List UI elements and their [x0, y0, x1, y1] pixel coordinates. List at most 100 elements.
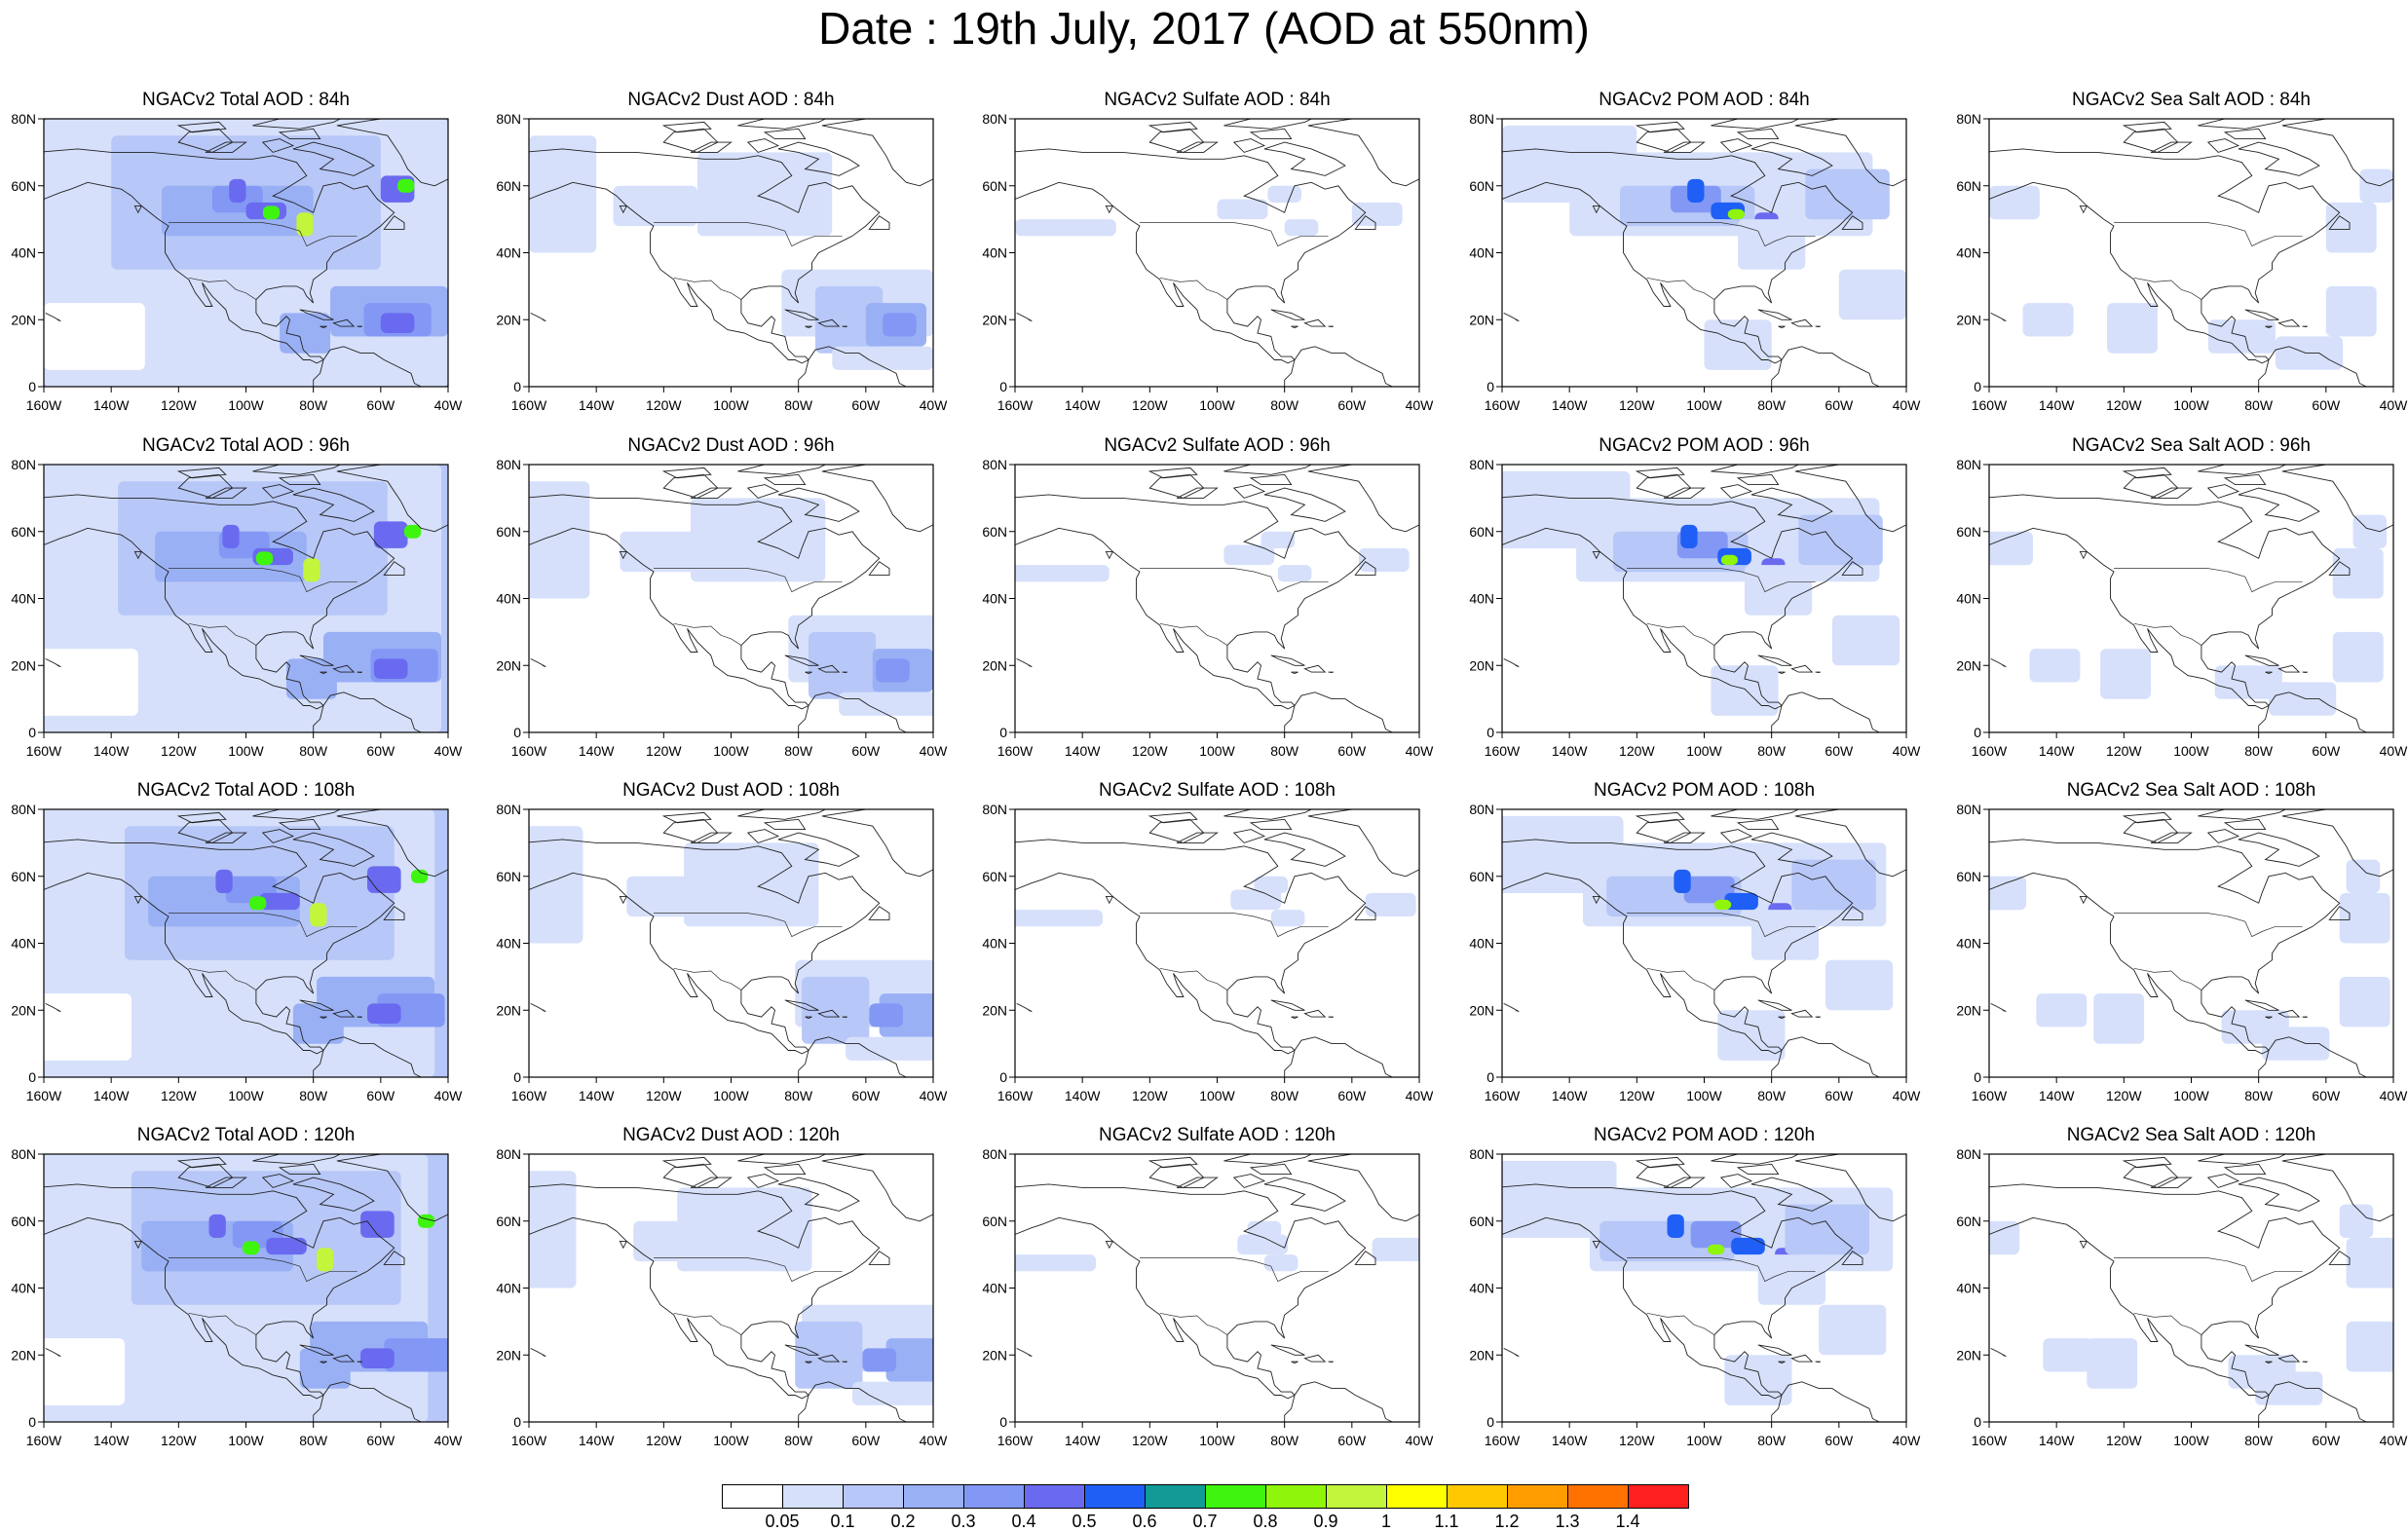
lon-tick-label: 60W [1337, 1433, 1367, 1448]
lon-tick-label: 120W [2106, 743, 2142, 759]
aod-patch [256, 551, 273, 565]
aod-patch [397, 179, 414, 193]
lon-tick-label: 140W [94, 397, 130, 413]
aod-field [1962, 465, 2393, 735]
aod-patch [1015, 219, 1116, 236]
aod-patch [1819, 1305, 1886, 1356]
lon-tick-label: 60W [1825, 743, 1854, 759]
lon-tick-label: 40W [434, 1088, 464, 1103]
lon-tick-label: 100W [713, 1433, 749, 1448]
colorbar-label: 1.4 [1599, 1512, 1657, 1532]
lon-tick-label: 120W [2106, 1088, 2142, 1103]
lon-tick-label: 160W [511, 397, 547, 413]
aod-field [1475, 809, 1906, 1080]
lon-tick-label: 140W [94, 743, 130, 759]
lon-tick-label: 60W [851, 743, 881, 759]
lat-tick-label: 80N [982, 457, 1007, 472]
lon-tick-label: 120W [1619, 1433, 1655, 1448]
colorbar-swatch [843, 1484, 904, 1509]
aod-field [988, 809, 1419, 1080]
lat-tick-label: 80N [1956, 1146, 1981, 1162]
lon-tick-label: 40W [2380, 1088, 2408, 1103]
lat-tick-label: 80N [496, 111, 521, 127]
lat-tick-label: 20N [1956, 1347, 1981, 1363]
lat-tick-label: 60N [1956, 1214, 1981, 1229]
aod-patch [1668, 1214, 1684, 1238]
colorbar-label: 0.2 [874, 1512, 932, 1532]
aod-patch [2347, 1322, 2397, 1372]
lon-tick-label: 140W [1552, 397, 1588, 413]
aod-patch [215, 870, 232, 893]
lat-tick-label: 60N [11, 869, 36, 884]
aod-patch [995, 1254, 1096, 1271]
lat-tick-label: 40N [1956, 1281, 1981, 1296]
lat-tick-label: 40N [11, 1281, 36, 1296]
lon-tick-label: 40W [1893, 1433, 1922, 1448]
colorbar-label: 0.3 [934, 1512, 993, 1532]
lon-tick-label: 160W [997, 743, 1034, 759]
colorbar-swatch [722, 1484, 783, 1509]
lat-tick-label: 20N [1956, 657, 1981, 673]
lat-tick-label: 60N [1469, 524, 1494, 540]
aod-patch [2100, 649, 2151, 699]
aod-patch [1982, 532, 2033, 565]
lon-tick-label: 120W [1619, 397, 1655, 413]
colorbar-label: 0.1 [813, 1512, 872, 1532]
aod-field [502, 809, 947, 1080]
lat-tick-label: 20N [11, 312, 36, 327]
aod-patch [266, 1238, 307, 1254]
aod-patch [1791, 860, 1876, 911]
aod-patch [2030, 649, 2081, 682]
aod-patch [286, 658, 337, 698]
aod-field [988, 119, 1419, 390]
aod-patch [876, 658, 910, 682]
lon-tick-label: 120W [1619, 743, 1655, 759]
aod-patch [367, 1003, 401, 1024]
lon-tick-label: 40W [1406, 1433, 1435, 1448]
lat-tick-label: 60N [1469, 869, 1494, 884]
lat-tick-label: 40N [1469, 1281, 1494, 1296]
lat-tick-label: 20N [982, 1347, 1007, 1363]
lon-tick-label: 80W [2244, 1088, 2274, 1103]
aod-patch [883, 313, 917, 336]
lon-tick-label: 40W [2380, 1433, 2408, 1448]
lon-tick-label: 160W [997, 397, 1034, 413]
colorbar-label: 0.9 [1297, 1512, 1355, 1532]
lat-tick-label: 40N [982, 936, 1007, 952]
lat-tick-label: 80N [1956, 802, 1981, 817]
lon-tick-label: 120W [1132, 1088, 1168, 1103]
lon-tick-label: 80W [784, 397, 813, 413]
aod-field [502, 1154, 954, 1425]
lon-tick-label: 40W [434, 743, 464, 759]
lon-tick-label: 120W [161, 397, 197, 413]
colorbar-label: 0.6 [1115, 1512, 1174, 1532]
lon-tick-label: 60W [1825, 1433, 1854, 1448]
aod-field [17, 465, 448, 735]
lon-tick-label: 140W [2039, 397, 2075, 413]
lat-tick-label: 40N [496, 936, 521, 952]
aod-patch [2208, 319, 2276, 353]
lat-tick-label: 60N [1469, 178, 1494, 194]
aod-patch [2087, 1338, 2137, 1389]
lon-tick-label: 80W [1757, 1088, 1787, 1103]
aod-patch [1728, 209, 1745, 219]
lat-tick-label: 40N [1956, 591, 1981, 607]
lon-tick-label: 100W [228, 397, 264, 413]
colorbar-swatch [1386, 1484, 1448, 1509]
aod-patch [1708, 1245, 1724, 1254]
lon-tick-label: 80W [1270, 743, 1299, 759]
lon-tick-label: 100W [1686, 1088, 1722, 1103]
lat-tick-label: 0 [513, 1069, 521, 1085]
